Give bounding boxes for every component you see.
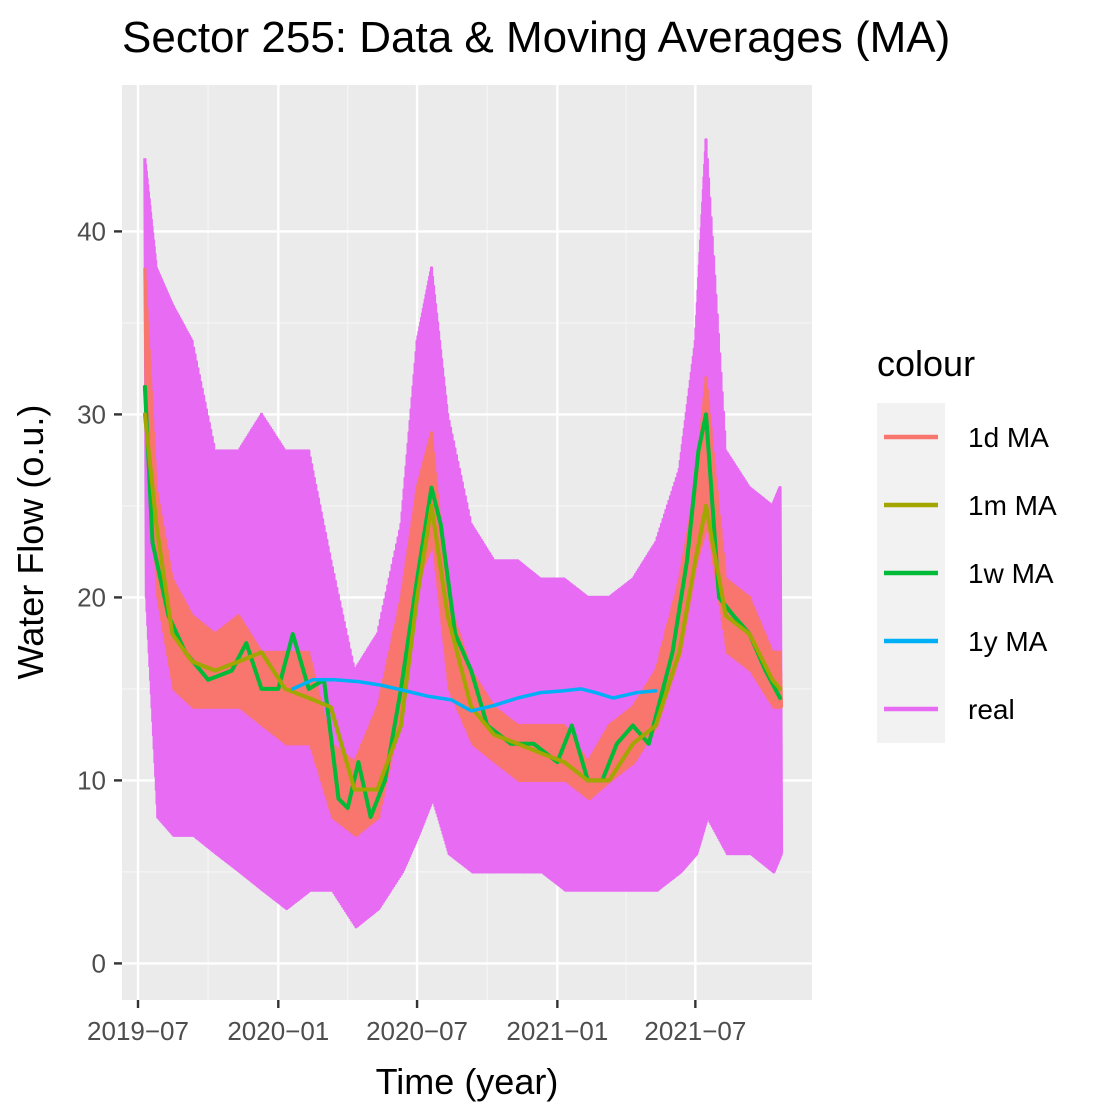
x-axis: 2019−07 2020−01 2020−07 2021−01 2021−07 [87, 1000, 746, 1046]
series-1d-ma-line [143, 267, 784, 837]
x-tick-label: 2019−07 [87, 1016, 189, 1046]
x-tick-label: 2020−01 [227, 1016, 329, 1046]
series-1w-ma [142, 384, 782, 819]
y-tick-label: 0 [92, 948, 106, 978]
y-tick-label: 30 [77, 399, 106, 429]
series-1m-ma-line [142, 412, 782, 792]
series-1d-ma [143, 267, 784, 837]
legend-label-1m-ma: 1m MA [968, 490, 1057, 521]
legend-label-1y-ma: 1y MA [968, 626, 1048, 657]
series-layer [142, 138, 784, 929]
legend-label-1w-ma: 1w MA [968, 558, 1054, 589]
series-1m-ma [142, 412, 782, 792]
series-1y-ma [291, 678, 658, 713]
y-axis: 0 10 20 30 40 [77, 216, 122, 978]
chart-title: Sector 255: Data & Moving Averages (MA) [122, 13, 950, 62]
y-tick-label: 20 [77, 582, 106, 612]
legend-label-real: real [968, 694, 1015, 725]
x-tick-label: 2021−07 [644, 1016, 746, 1046]
legend: colour 1d MA 1m MA 1w MA 1y MA real [877, 343, 1057, 743]
x-axis-title: Time (year) [376, 1061, 559, 1102]
series-1w-ma-line [142, 384, 782, 819]
legend-label-1d-ma: 1d MA [968, 422, 1049, 453]
x-tick-label: 2021−01 [506, 1016, 608, 1046]
y-axis-title: Water Flow (o.u.) [10, 405, 51, 680]
y-tick-label: 10 [77, 765, 106, 795]
y-tick-label: 40 [77, 216, 106, 246]
x-tick-label: 2020−07 [366, 1016, 468, 1046]
legend-title: colour [877, 343, 975, 384]
series-1y-ma-line [291, 678, 658, 713]
